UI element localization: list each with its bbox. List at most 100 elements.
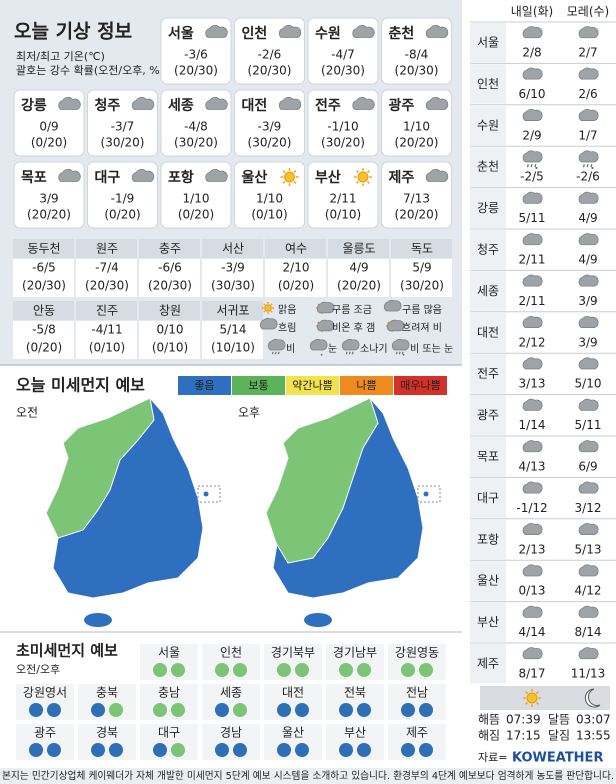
rain-drop (271, 351, 274, 355)
astro-time: 03:07 (576, 713, 611, 727)
rain-chance: (20/20) (395, 136, 439, 150)
pm25-dot (295, 743, 309, 757)
table-rain: (0/20) (26, 341, 62, 355)
forecast-city: 제주 (477, 657, 499, 671)
forecast-temp: 0/13 (519, 584, 546, 598)
table-cell (202, 259, 263, 297)
legend-label: 비 (286, 343, 295, 355)
table-header (13, 239, 74, 258)
forecast-temp: 2/6 (578, 87, 597, 101)
table-temp: -6/6 (158, 261, 182, 275)
pm25-cell-bg (326, 724, 384, 760)
temperature: -4/8 (184, 120, 208, 134)
pm25-dot (215, 743, 229, 757)
dust-level-label: 나쁨 (356, 379, 376, 392)
table-cell (202, 321, 263, 359)
forecast-temp: 2/11 (519, 294, 546, 308)
pm25-region: 서울 (158, 646, 180, 660)
forecast-city-bg (470, 561, 506, 601)
sun-ray (270, 303, 273, 306)
rain-drop (277, 351, 280, 355)
forecast-city-bg (470, 312, 506, 353)
forecast-temp: 6/9 (578, 460, 597, 474)
pm25-dot (401, 743, 415, 757)
pm25-cell-bg (140, 644, 198, 680)
rain-drop (586, 164, 589, 168)
rain-drop (351, 351, 354, 355)
cloud (352, 96, 375, 110)
rain-chance: (20/20) (395, 208, 439, 222)
pm25-region: 충북 (96, 686, 118, 700)
dust-level (286, 376, 339, 395)
pm25-dot (233, 703, 247, 717)
cloud (425, 96, 449, 110)
table-temp: 5/14 (220, 323, 247, 337)
forecast-temp: 3/13 (519, 377, 546, 391)
sun-ray (282, 180, 286, 184)
forecast-city: 대구 (477, 491, 499, 505)
table-city: 진주 (96, 304, 118, 318)
pm25-dot (153, 663, 167, 677)
cloud (522, 191, 543, 204)
table-header (139, 301, 200, 320)
forecast-city-bg (470, 188, 506, 228)
pm25-cell-bg (16, 724, 74, 760)
sun-ray (282, 170, 286, 174)
table-cell (76, 321, 137, 359)
pm25-dot (29, 703, 43, 717)
city-name: 강릉 (21, 97, 47, 114)
cloud (131, 96, 155, 110)
city-name: 서울 (168, 25, 194, 42)
pm25-dot (339, 663, 353, 677)
pm25-dot (357, 663, 371, 677)
temperature: 1/10 (183, 192, 210, 206)
forecast-city: 청주 (477, 243, 499, 257)
forecast-city-bg (470, 105, 506, 146)
sun-ray (356, 170, 360, 174)
cloud (522, 481, 543, 494)
cloud (522, 522, 543, 535)
temperature: 0/9 (39, 120, 58, 134)
map-inset (417, 485, 441, 503)
sun-ray (535, 691, 539, 695)
city-name: 울산 (242, 169, 268, 186)
pm25-cell-bg (78, 684, 136, 720)
astro-label: 해뜸 (478, 713, 500, 727)
table-temp: 5/9 (412, 261, 431, 275)
forecast-city-bg (470, 147, 506, 187)
astro-time: 17:15 (506, 729, 541, 743)
title: 오늘 기상 정보 (14, 21, 132, 43)
rain-drop (526, 164, 529, 168)
dust-level-label: 약간나쁨 (292, 378, 332, 392)
dust-level (178, 376, 231, 395)
rain-chance: (0/10) (251, 208, 287, 222)
pm25-dot (339, 743, 353, 757)
cloud (522, 67, 543, 80)
table-rain: (20/30) (148, 279, 192, 293)
forecast-temp: 5/11 (519, 211, 546, 225)
pm25-region: 강원영동 (395, 646, 439, 660)
cloud (578, 108, 599, 121)
pm25-dot (233, 663, 247, 677)
cloud (309, 339, 328, 351)
rain-chance: (0/20) (31, 136, 67, 150)
table-cell (13, 321, 74, 359)
rain-chance: (30/20) (248, 136, 292, 150)
forecast-city: 광주 (477, 408, 499, 422)
city-name: 인천 (242, 25, 268, 42)
cloud (522, 564, 543, 577)
cloud (522, 398, 543, 411)
table-city: 원주 (96, 242, 118, 256)
forecast-temp: 4/12 (575, 584, 602, 598)
forecast-temp: -2/5 (520, 170, 544, 184)
temperature: -2/6 (258, 48, 282, 62)
forecast-temp: 2/12 (519, 335, 546, 349)
cloud (341, 339, 360, 351)
sun-ray (270, 310, 273, 313)
forecast-city-bg (470, 271, 506, 311)
table-city: 동두천 (27, 241, 60, 256)
table-rain: (0/10) (89, 341, 125, 355)
forecast-city-bg (470, 519, 506, 560)
pm25-cell-bg (326, 684, 384, 720)
